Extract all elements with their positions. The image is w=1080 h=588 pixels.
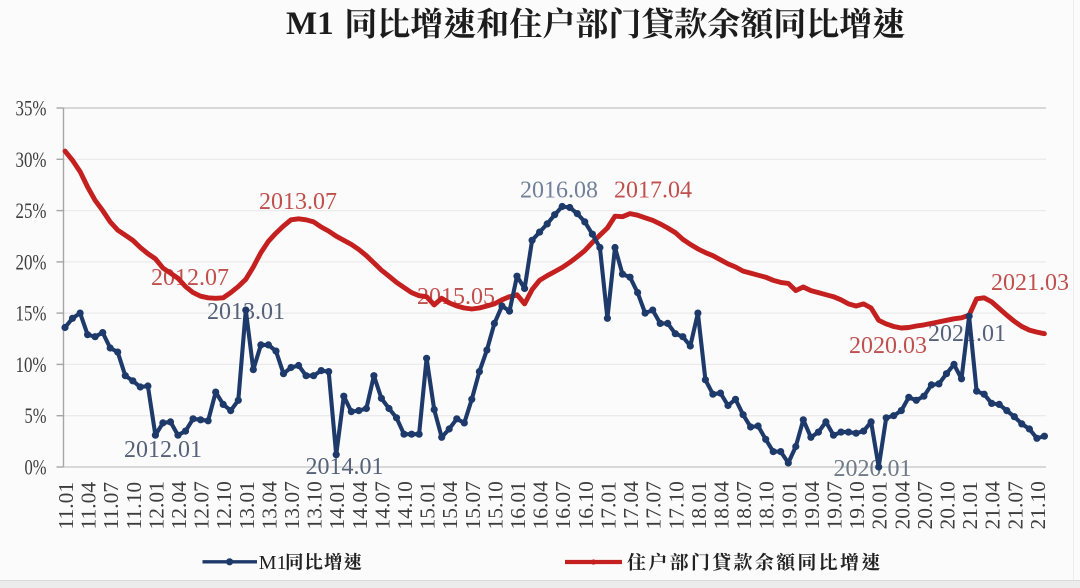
svg-text:2017.04: 2017.04: [614, 178, 692, 204]
svg-text:16.04: 16.04: [529, 481, 553, 530]
svg-text:M1: M1: [259, 552, 287, 574]
svg-text:14.01: 14.01: [325, 481, 349, 529]
svg-text:20.07: 20.07: [913, 481, 937, 530]
svg-text:15.10: 15.10: [483, 481, 507, 529]
svg-text:2014.01: 2014.01: [306, 454, 384, 480]
svg-text:M1: M1: [286, 6, 334, 42]
svg-text:19.10: 19.10: [845, 481, 869, 529]
svg-text:18.04: 18.04: [710, 481, 734, 530]
svg-text:13.04: 13.04: [257, 481, 281, 530]
svg-text:18.07: 18.07: [732, 481, 756, 530]
svg-text:18.10: 18.10: [755, 481, 779, 529]
svg-text:11.10: 11.10: [122, 482, 146, 530]
svg-text:21.10: 21.10: [1026, 481, 1050, 529]
svg-text:2013.07: 2013.07: [259, 189, 337, 215]
svg-text:20.10: 20.10: [936, 481, 960, 529]
svg-text:17.07: 17.07: [642, 481, 666, 530]
svg-text:0%: 0%: [25, 455, 47, 480]
svg-text:2020.01: 2020.01: [834, 456, 912, 482]
svg-text:13.01: 13.01: [235, 481, 259, 529]
svg-text:17.04: 17.04: [619, 481, 643, 530]
svg-text:13.07: 13.07: [280, 481, 304, 530]
svg-text:25%: 25%: [16, 198, 47, 223]
svg-text:2021.03: 2021.03: [991, 270, 1069, 296]
svg-text:16.01: 16.01: [506, 481, 530, 529]
svg-text:10%: 10%: [16, 352, 47, 377]
svg-text:20%: 20%: [16, 249, 47, 274]
svg-text:12.04: 12.04: [167, 481, 191, 530]
svg-text:30%: 30%: [16, 147, 47, 172]
svg-text:16.10: 16.10: [574, 481, 598, 529]
svg-text:21.01: 21.01: [958, 481, 982, 529]
svg-text:15%: 15%: [16, 301, 47, 326]
svg-text:19.07: 19.07: [823, 481, 847, 530]
svg-text:12.07: 12.07: [190, 481, 214, 530]
svg-text:2012.01: 2012.01: [124, 437, 202, 463]
svg-text:14.04: 14.04: [348, 481, 372, 530]
svg-text:12.10: 12.10: [212, 481, 236, 529]
svg-text:17.01: 17.01: [596, 481, 620, 529]
svg-text:16.07: 16.07: [551, 481, 575, 530]
svg-text:11.04: 11.04: [77, 482, 101, 530]
svg-text:11.07: 11.07: [99, 482, 123, 530]
svg-text:2016.08: 2016.08: [520, 178, 598, 204]
svg-text:12.01: 12.01: [144, 481, 168, 529]
svg-text:14.07: 14.07: [370, 481, 394, 530]
svg-text:15.07: 15.07: [461, 481, 485, 530]
svg-text:19.04: 19.04: [800, 481, 824, 530]
svg-text:2020.03: 2020.03: [849, 333, 927, 359]
svg-text:19.01: 19.01: [777, 481, 801, 529]
svg-text:20.04: 20.04: [890, 481, 914, 530]
svg-text:15.01: 15.01: [416, 481, 440, 529]
svg-text:15.04: 15.04: [438, 481, 462, 530]
svg-text:21.04: 21.04: [981, 481, 1005, 530]
svg-text:13.10: 13.10: [303, 481, 327, 529]
svg-text:35%: 35%: [16, 96, 47, 121]
svg-text:11.01: 11.01: [54, 482, 78, 530]
svg-text:5%: 5%: [25, 403, 47, 428]
svg-text:17.10: 17.10: [664, 481, 688, 529]
svg-text:18.01: 18.01: [687, 481, 711, 529]
svg-text:20.01: 20.01: [868, 481, 892, 529]
svg-text:14.10: 14.10: [393, 481, 417, 529]
svg-text:21.07: 21.07: [1003, 481, 1027, 530]
